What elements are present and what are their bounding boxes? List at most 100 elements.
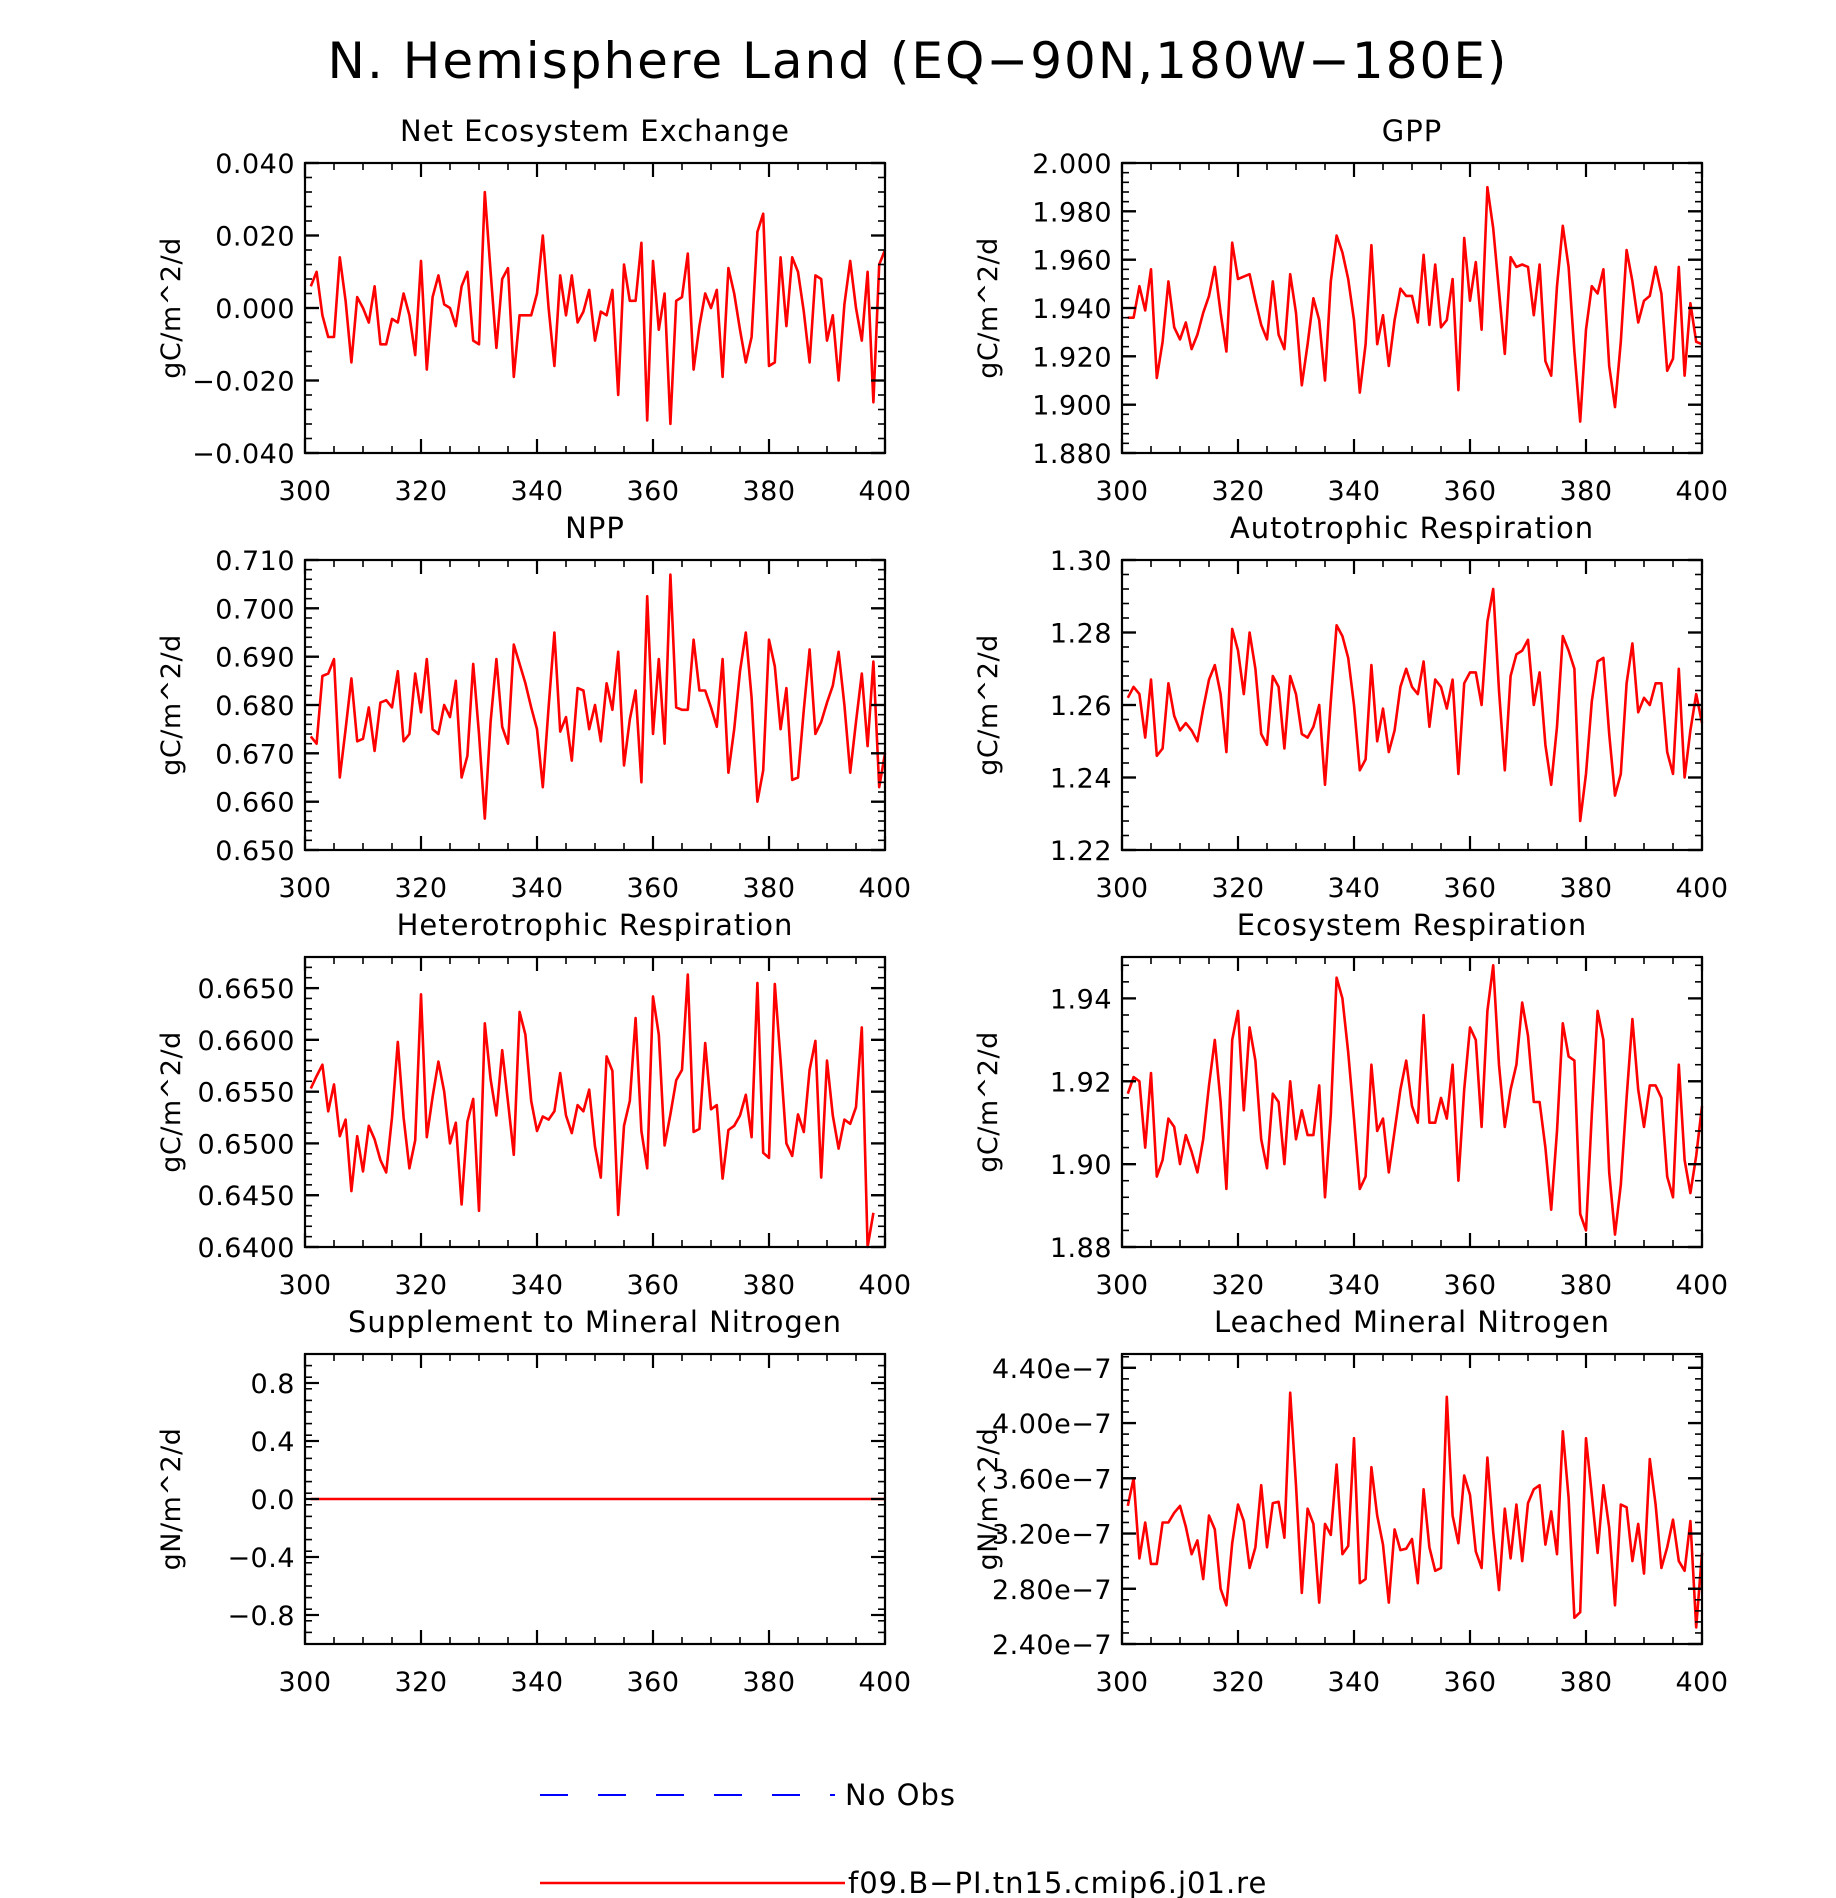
ecosystem-respiration-x-tick-label: 320 [1211,1270,1264,1301]
gpp-x-tick-label: 380 [1559,476,1612,507]
ecosystem-respiration-x-tick-label: 340 [1327,1270,1380,1301]
panel-ecosystem-respiration: 300 320 340 360 380 400 1.88 1.90 1.92 1.94 Ecosys… [973,908,1728,1301]
net-ecosystem-exchange-x-tick-label: 400 [858,476,911,507]
leached-mineral-nitrogen-x-tick-label: 320 [1211,1667,1264,1698]
gpp-y-tick-label: 1.920 [1032,342,1112,373]
gpp-y-tick-label: 2.000 [1032,149,1112,180]
leached-mineral-nitrogen-y-tick-label: 3.60e−7 [992,1464,1112,1495]
heterotrophic-respiration-x-tick-label: 380 [742,1270,795,1301]
npp-x-tick-label: 300 [278,873,331,904]
ecosystem-respiration-x-tick-label: 400 [1675,1270,1728,1301]
npp-y-tick-label: 0.680 [215,691,295,722]
leached-mineral-nitrogen-x-tick-label: 340 [1327,1667,1380,1698]
net-ecosystem-exchange-plot-frame [303,161,887,455]
ecosystem-respiration-y-axis-label: gC/m^2/d [973,1031,1004,1172]
supplement-mineral-nitrogen-y-tick-label: −0.4 [227,1543,295,1574]
npp-series-line [309,573,887,820]
heterotrophic-respiration-x-tick-label: 320 [394,1270,447,1301]
supplement-mineral-nitrogen-x-tick-label: 300 [278,1667,331,1698]
supplement-mineral-nitrogen-x-tick-label: 320 [394,1667,447,1698]
leached-mineral-nitrogen-y-tick-label: 3.20e−7 [992,1520,1112,1551]
npp-title: NPP [565,511,625,545]
leached-mineral-nitrogen-y-tick-label: 2.80e−7 [992,1575,1112,1606]
panel-npp: 300 320 340 360 380 400 0.650 0.660 0.670 0.680 0.… [156,511,911,904]
gpp-x-tick-label: 300 [1095,476,1148,507]
autotrophic-respiration-series-line [1126,587,1704,823]
heterotrophic-respiration-y-tick-label: 0.6450 [198,1181,295,1212]
net-ecosystem-exchange-y-tick-label: −0.040 [192,439,295,470]
npp-y-tick-label: 0.710 [215,546,295,577]
heterotrophic-respiration-y-tick-label: 0.6550 [198,1078,295,1109]
leached-mineral-nitrogen-x-tick-label: 380 [1559,1667,1612,1698]
leached-mineral-nitrogen-series-line [1126,1391,1704,1629]
npp-y-tick-label: 0.670 [215,739,295,770]
autotrophic-respiration-x-tick-label: 340 [1327,873,1380,904]
supplement-mineral-nitrogen-y-tick-label: −0.8 [227,1601,295,1632]
heterotrophic-respiration-y-tick-label: 0.6500 [198,1129,295,1160]
npp-y-tick-label: 0.660 [215,788,295,819]
heterotrophic-respiration-x-tick-label: 300 [278,1270,331,1301]
supplement-mineral-nitrogen-y-tick-label: 0.4 [251,1427,295,1458]
panels: 300 320 340 360 380 400 −0.040 −0.020 0.000 0.020… [156,114,1728,1698]
figure-title: N. Hemisphere Land (EQ−90N,180W−180E) [328,32,1509,90]
gpp-y-tick-label: 1.880 [1032,439,1112,470]
autotrophic-respiration-x-tick-label: 400 [1675,873,1728,904]
ecosystem-respiration-y-tick-label: 1.88 [1050,1233,1112,1264]
npp-x-tick-label: 360 [626,873,679,904]
npp-y-axis-label: gC/m^2/d [156,634,187,775]
heterotrophic-respiration-y-axis-label: gC/m^2/d [156,1031,187,1172]
legend-label-obs: No Obs [845,1778,956,1812]
heterotrophic-respiration-y-tick-label: 0.6600 [198,1026,295,1057]
net-ecosystem-exchange-series-line [309,190,887,426]
ecosystem-respiration-y-tick-label: 1.90 [1050,1150,1112,1181]
gpp-x-tick-label: 340 [1327,476,1380,507]
gpp-x-tick-label: 400 [1675,476,1728,507]
heterotrophic-respiration-y-tick-label: 0.6650 [198,974,295,1005]
autotrophic-respiration-plot-frame [1120,558,1704,852]
net-ecosystem-exchange-x-tick-label: 320 [394,476,447,507]
autotrophic-respiration-x-tick-label: 300 [1095,873,1148,904]
net-ecosystem-exchange-y-axis-label: gC/m^2/d [156,237,187,378]
net-ecosystem-exchange-y-tick-label: 0.000 [215,294,295,325]
leached-mineral-nitrogen-x-tick-label: 360 [1443,1667,1496,1698]
net-ecosystem-exchange-y-tick-label: 0.040 [215,149,295,180]
panel-leached-mineral-nitrogen: 300 320 340 360 380 400 2.40e−7 2.80e−7 3.20e−7 3… [973,1305,1728,1698]
autotrophic-respiration-y-axis-label: gC/m^2/d [973,634,1004,775]
gpp-y-tick-label: 1.980 [1032,197,1112,228]
npp-y-tick-label: 0.650 [215,836,295,867]
net-ecosystem-exchange-x-tick-label: 340 [510,476,563,507]
gpp-x-tick-label: 360 [1443,476,1496,507]
supplement-mineral-nitrogen-x-tick-label: 380 [742,1667,795,1698]
supplement-mineral-nitrogen-y-tick-label: 0.0 [251,1485,295,1516]
autotrophic-respiration-y-tick-label: 1.22 [1050,836,1112,867]
panel-supplement-mineral-nitrogen: 300 320 340 360 380 400 −0.8 −0.4 0.0 0.4 0.8 Suppl… [156,1305,911,1698]
heterotrophic-respiration-series-line [309,973,875,1249]
net-ecosystem-exchange-x-tick-label: 300 [278,476,331,507]
legend-label-model: f09.B−PI.tn15.cmip6.j01.re [848,1866,1267,1898]
heterotrophic-respiration-y-tick-label: 0.6400 [198,1233,295,1264]
autotrophic-respiration-y-tick-label: 1.30 [1050,546,1112,577]
npp-x-tick-label: 340 [510,873,563,904]
npp-y-tick-label: 0.700 [215,594,295,625]
net-ecosystem-exchange-y-tick-label: 0.020 [215,222,295,253]
npp-x-tick-label: 400 [858,873,911,904]
heterotrophic-respiration-x-tick-label: 340 [510,1270,563,1301]
autotrophic-respiration-title: Autotrophic Respiration [1230,511,1594,545]
ecosystem-respiration-y-tick-label: 1.94 [1050,984,1112,1015]
ecosystem-respiration-x-tick-label: 380 [1559,1270,1612,1301]
autotrophic-respiration-y-tick-label: 1.26 [1050,691,1112,722]
leached-mineral-nitrogen-y-tick-label: 2.40e−7 [992,1630,1112,1661]
npp-x-tick-label: 380 [742,873,795,904]
ecosystem-respiration-x-tick-label: 300 [1095,1270,1148,1301]
npp-x-tick-label: 320 [394,873,447,904]
ecosystem-respiration-series-line [1126,963,1704,1236]
autotrophic-respiration-y-tick-label: 1.24 [1050,764,1112,795]
autotrophic-respiration-x-tick-label: 360 [1443,873,1496,904]
panel-heterotrophic-respiration: 300 320 340 360 380 400 0.6400 0.6450 0.6500 0.65… [156,908,911,1301]
autotrophic-respiration-x-tick-label: 320 [1211,873,1264,904]
heterotrophic-respiration-x-tick-label: 360 [626,1270,679,1301]
ecosystem-respiration-title: Ecosystem Respiration [1237,908,1588,942]
leached-mineral-nitrogen-x-tick-label: 400 [1675,1667,1728,1698]
supplement-mineral-nitrogen-x-tick-label: 340 [510,1667,563,1698]
leached-mineral-nitrogen-y-tick-label: 4.40e−7 [992,1354,1112,1385]
